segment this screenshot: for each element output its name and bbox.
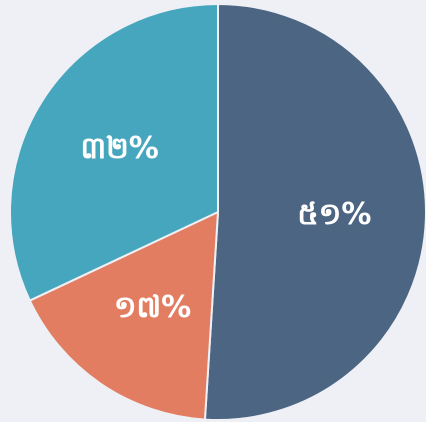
pie-slice [9, 2, 219, 302]
slice-label: ១៧% [114, 290, 191, 325]
slice-label: ៣២% [80, 131, 158, 166]
pie-slice [28, 210, 220, 421]
slice-label: ៥១% [297, 197, 371, 232]
